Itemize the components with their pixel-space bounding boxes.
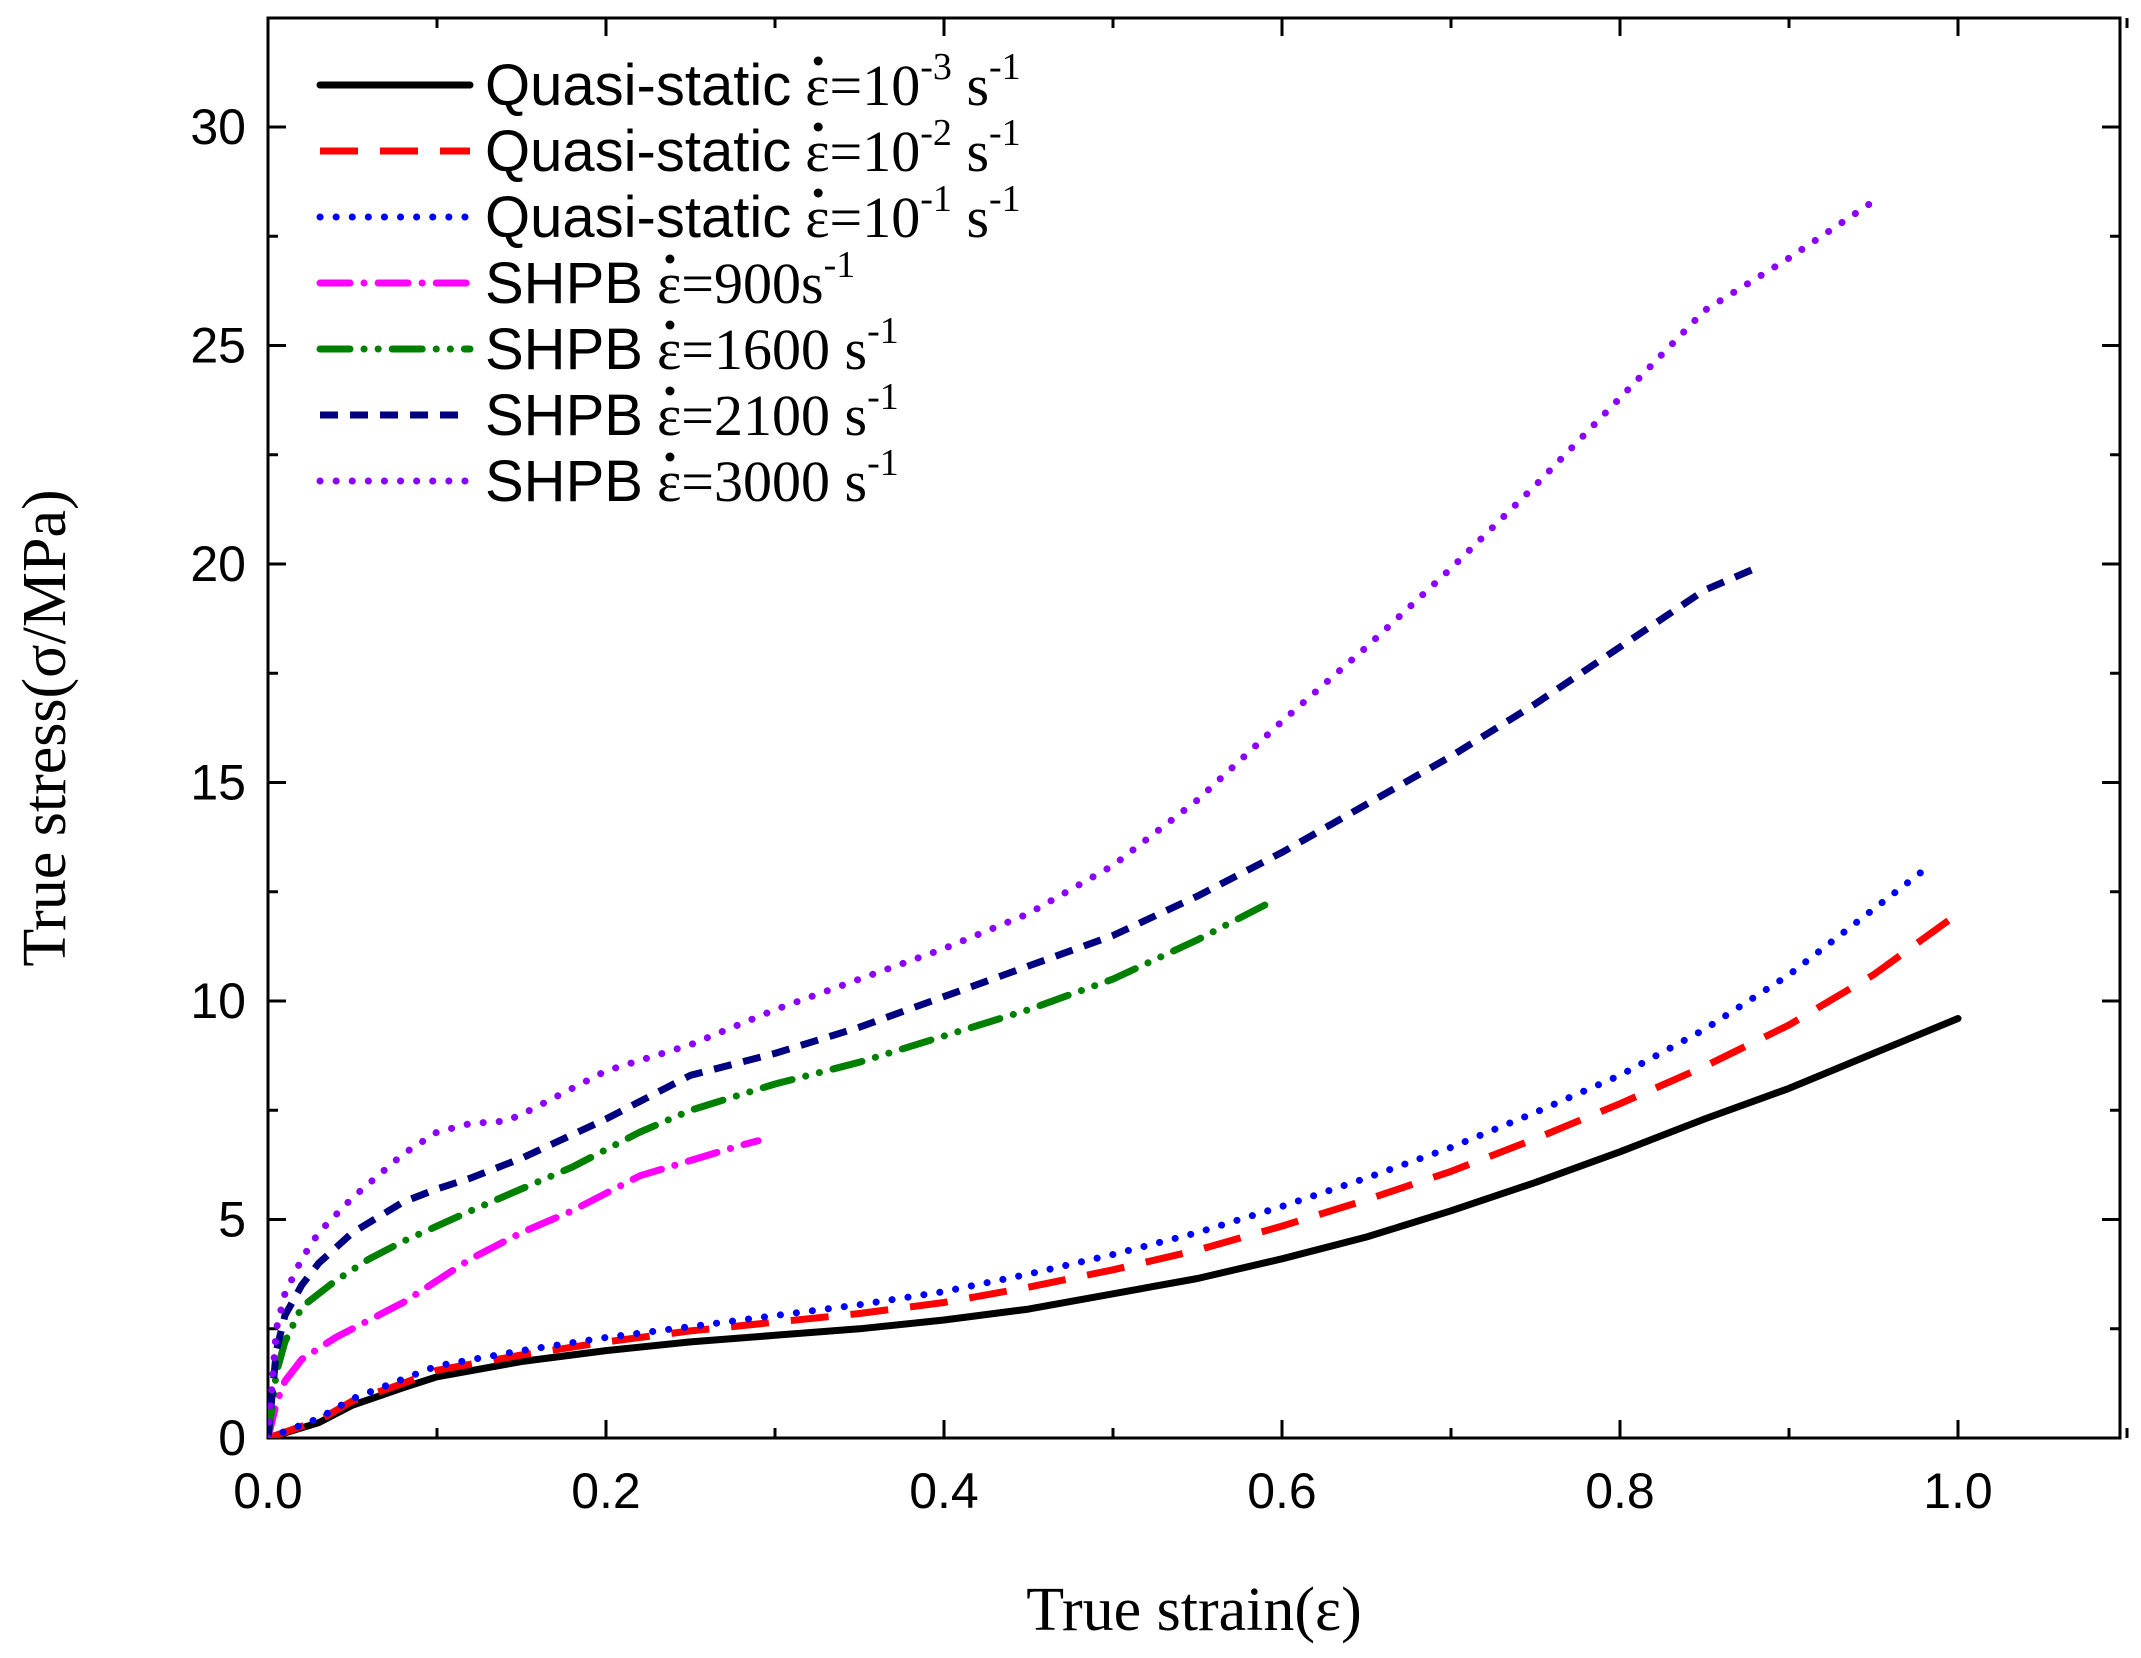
y-tick-label: 25	[190, 318, 246, 374]
y-tick-label: 15	[190, 755, 246, 811]
rate-dot-accent	[665, 386, 675, 396]
rate-dot-accent	[665, 320, 675, 330]
series-line-shpb-900	[268, 1137, 762, 1438]
y-tick-label: 30	[190, 99, 246, 155]
x-tick-label: 0.8	[1585, 1463, 1655, 1519]
x-tick-label: 0.2	[571, 1463, 641, 1519]
rate-dot-accent	[813, 188, 823, 198]
rate-dot-accent	[813, 122, 823, 132]
legend-rate: ε=900s-1	[657, 244, 855, 316]
y-axis-title: True stress(σ/MPa)	[11, 489, 79, 966]
legend-label: SHPB	[485, 449, 643, 514]
legend-rate: ε=10-2 s-1	[805, 112, 1020, 184]
legend-item-qs-1e-3: Quasi-static ε=10-3 s-1	[316, 46, 1021, 118]
series-line-shpb-1600	[268, 901, 1269, 1438]
legend-label: Quasi-static	[485, 185, 791, 250]
series-layer	[268, 197, 1962, 1438]
legend-rate: ε=1600 s-1	[657, 310, 899, 382]
legend-item-shpb-1600: SHPB ε=1600 s-1	[316, 310, 899, 382]
legend-rate: ε=2100 s-1	[657, 376, 899, 448]
legend-item-qs-1e-1: Quasi-static ε=10-1 s-1	[316, 178, 1021, 250]
series-line-shpb-3000	[268, 197, 1877, 1438]
legend-item-shpb-3000: SHPB ε=3000 s-1	[316, 442, 899, 514]
series-line-qs-1e-2	[268, 910, 1961, 1438]
x-axis-title: True strain(ε)	[1026, 1576, 1361, 1644]
y-tick-label: 20	[190, 536, 246, 592]
plot-frame	[266, 16, 2122, 1440]
axis-ticks: 0.0 0.2 0.4 0.6 0.8 1.0 0 5 10 15 20 25 30	[190, 18, 2129, 1519]
legend-item-shpb-2100: SHPB ε=2100 s-1	[320, 376, 899, 448]
legend-label: Quasi-static	[485, 119, 791, 184]
rate-dot-accent	[665, 254, 675, 264]
legend-label: SHPB	[485, 251, 643, 316]
legend-rate: ε=10-3 s-1	[805, 46, 1020, 118]
series-line-shpb-2100	[268, 565, 1757, 1438]
x-tick-label: 0.4	[909, 1463, 979, 1519]
legend-item-shpb-900: SHPB ε=900s-1	[316, 244, 855, 316]
x-tick-label: 1.0	[1923, 1463, 1993, 1519]
y-tick-label: 5	[218, 1192, 246, 1248]
legend-item-qs-1e-2: Quasi-static ε=10-2 s-1	[320, 112, 1021, 184]
x-tick-label: 0.6	[1247, 1463, 1317, 1519]
x-tick-label: 0.0	[233, 1463, 303, 1519]
series-line-qs-1e-3	[268, 1015, 1962, 1438]
legend-label: SHPB	[485, 317, 643, 382]
y-tick-label: 0	[218, 1410, 246, 1466]
legend-label: SHPB	[485, 383, 643, 448]
rate-dot-accent	[813, 56, 823, 66]
legend-label: Quasi-static	[485, 53, 791, 118]
legend-rate: ε=3000 s-1	[657, 442, 899, 514]
legend-rate: ε=10-1 s-1	[805, 178, 1020, 250]
rate-dot-accent	[665, 452, 675, 462]
y-tick-label: 10	[190, 973, 246, 1029]
